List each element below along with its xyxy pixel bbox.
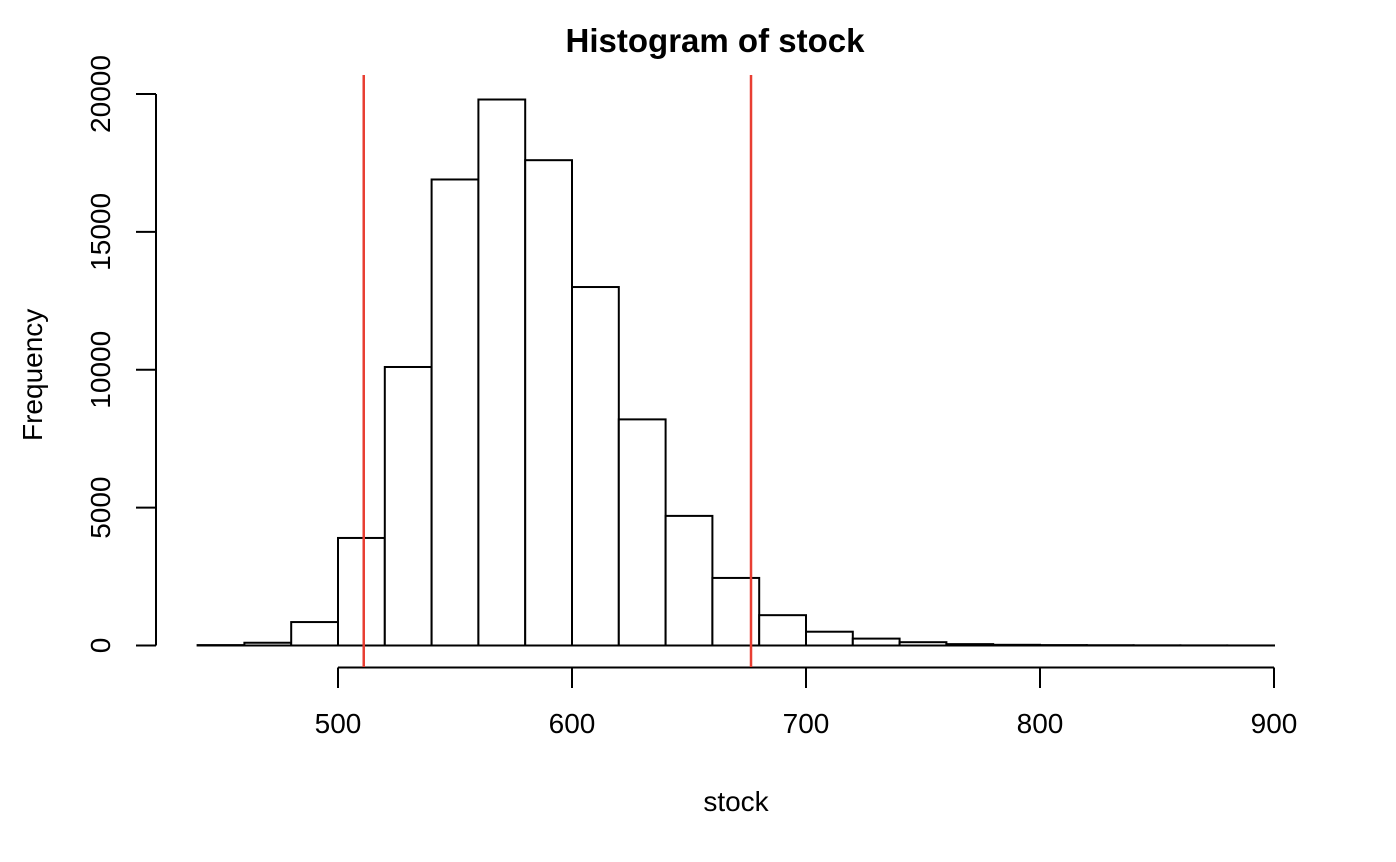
histogram-bar xyxy=(945,643,995,647)
x-tick-label: 500 xyxy=(315,708,362,739)
histogram-bar xyxy=(430,178,480,647)
histogram-bar xyxy=(898,641,948,647)
histogram-bar xyxy=(524,159,574,647)
histogram-bar xyxy=(243,641,293,647)
histogram-bar xyxy=(992,643,1042,647)
histogram-bar xyxy=(617,418,667,647)
histogram-bar xyxy=(571,286,620,647)
histogram-bar xyxy=(758,614,808,647)
histogram-bar xyxy=(337,536,386,647)
histogram-bar xyxy=(805,630,854,647)
y-tick-label: 15000 xyxy=(85,193,116,271)
histogram-bar xyxy=(383,365,433,647)
y-tick-label: 0 xyxy=(85,638,116,654)
y-tick-label: 20000 xyxy=(85,55,116,133)
histogram-bar xyxy=(851,637,901,647)
y-tick-label: 10000 xyxy=(85,331,116,409)
x-tick-label: 900 xyxy=(1251,708,1298,739)
x-tick-label: 700 xyxy=(783,708,830,739)
chart-title: Histogram of stock xyxy=(565,22,865,59)
x-axis-label: stock xyxy=(703,786,769,817)
x-tick-label: 800 xyxy=(1017,708,1064,739)
histogram-bar xyxy=(477,98,527,647)
histogram-bar xyxy=(664,514,714,647)
histogram-bar xyxy=(290,621,340,647)
y-tick-label: 5000 xyxy=(85,476,116,538)
x-tick-label: 600 xyxy=(549,708,596,739)
